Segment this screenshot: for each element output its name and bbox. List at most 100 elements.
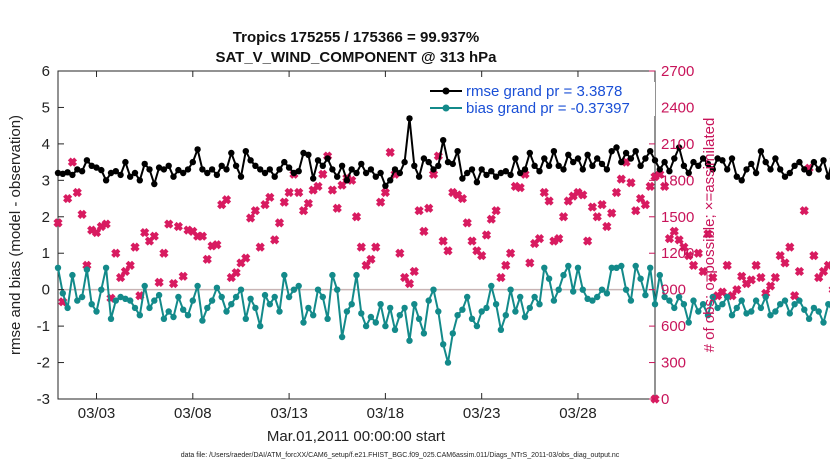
rmse-point xyxy=(444,158,452,166)
bias-point xyxy=(353,271,360,279)
obs-marker xyxy=(332,203,342,213)
bias-point xyxy=(290,286,298,293)
rmse-point xyxy=(791,162,798,169)
obs-marker xyxy=(722,260,732,270)
bias-point xyxy=(93,308,100,315)
rmse-point xyxy=(420,155,428,162)
rmse-point xyxy=(757,148,765,155)
rmse-point xyxy=(704,160,712,168)
obs-marker xyxy=(63,193,73,204)
rmse-point xyxy=(459,175,466,182)
bias-point xyxy=(348,301,355,308)
obs-marker xyxy=(419,226,429,236)
rmse-point xyxy=(93,164,100,171)
bias-point xyxy=(531,293,538,301)
bias-point xyxy=(777,301,784,308)
rmse-point xyxy=(415,173,423,180)
rmse-point xyxy=(107,169,115,177)
bias-point xyxy=(204,304,211,312)
x-tick-label: 03/23 xyxy=(463,405,501,422)
bias-point xyxy=(271,293,278,301)
obs-marker xyxy=(303,198,313,209)
bias-point xyxy=(117,293,124,301)
bias-point xyxy=(685,319,692,326)
bias-point xyxy=(415,315,423,322)
legend-bias-marker xyxy=(442,104,450,112)
rmse-point xyxy=(170,173,177,180)
rmse-point xyxy=(329,166,336,173)
rmse-point xyxy=(502,168,509,175)
rmse-point xyxy=(78,168,86,175)
obs-marker xyxy=(525,258,535,268)
bias-point xyxy=(165,308,172,315)
y-tick-label: -1 xyxy=(37,318,50,335)
bias-point xyxy=(483,304,490,312)
obs-marker xyxy=(313,181,323,192)
bias-point xyxy=(175,293,182,301)
rmse-series xyxy=(54,115,830,189)
bias-point xyxy=(382,322,389,330)
bias-point xyxy=(815,308,822,315)
rmse-point xyxy=(64,169,71,176)
obs-marker xyxy=(231,268,241,278)
obs-marker xyxy=(578,190,588,200)
bias-point xyxy=(261,291,269,299)
bias-point xyxy=(223,308,230,315)
bias-point xyxy=(594,293,601,301)
rmse-point xyxy=(733,173,740,180)
rmse-point xyxy=(555,162,562,169)
bias-point xyxy=(801,306,808,313)
bias-point xyxy=(358,310,365,317)
chart-title: Tropics 175255 / 175366 = 99.937% xyxy=(233,29,479,46)
rmse-point xyxy=(825,173,830,180)
bias-point xyxy=(497,326,505,333)
rmse-point xyxy=(777,166,784,173)
rmse-point xyxy=(478,166,485,173)
rmse-point xyxy=(685,169,692,177)
bias-point xyxy=(541,264,548,271)
bias-point xyxy=(805,315,813,322)
bias-point xyxy=(184,312,192,319)
obs-marker xyxy=(770,272,780,283)
rmse-point xyxy=(189,158,196,166)
rmse-point xyxy=(454,148,461,155)
bias-point xyxy=(112,297,120,304)
obs-marker xyxy=(337,180,347,190)
x-tick-label: 03/13 xyxy=(270,405,308,422)
bias-point xyxy=(603,290,611,297)
obs-marker xyxy=(515,183,525,193)
bias-point xyxy=(228,301,235,308)
rmse-point xyxy=(497,169,505,177)
bias-point xyxy=(738,297,745,304)
bias-point xyxy=(521,313,529,321)
bias-point xyxy=(310,312,317,319)
bias-point xyxy=(772,308,779,315)
rmse-point xyxy=(618,158,625,166)
bias-point xyxy=(579,286,586,293)
obs-marker xyxy=(284,187,294,198)
rmse-point xyxy=(146,166,153,173)
rmse-point xyxy=(589,162,596,169)
rmse-point xyxy=(252,162,259,169)
bias-point xyxy=(699,301,707,308)
rmse-point xyxy=(160,166,168,173)
bias-point xyxy=(478,308,485,315)
obs-marker xyxy=(250,206,260,216)
rmse-point xyxy=(387,177,394,184)
obs-marker xyxy=(279,197,289,207)
rmse-point xyxy=(661,158,668,166)
rmse-point xyxy=(112,168,120,175)
obs-marker xyxy=(505,248,516,258)
rmse-point xyxy=(521,166,529,173)
rmse-point xyxy=(762,158,769,166)
rmse-point xyxy=(184,166,192,173)
rmse-point xyxy=(88,162,95,169)
obs-marker xyxy=(679,242,689,252)
bias-point xyxy=(232,293,240,301)
obs-marker xyxy=(534,234,545,244)
obs-marker xyxy=(785,242,795,252)
obs-marker xyxy=(780,258,790,268)
bias-point xyxy=(425,297,432,304)
rmse-point xyxy=(550,148,558,155)
